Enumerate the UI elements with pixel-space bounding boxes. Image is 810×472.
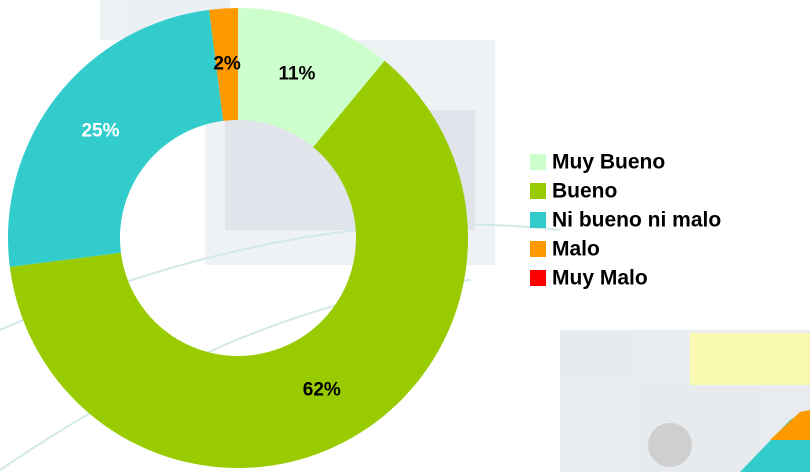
- legend-label: Malo: [552, 238, 600, 261]
- slice-label: 62%: [303, 379, 341, 400]
- legend-label: Ni bueno ni malo: [552, 209, 721, 232]
- decor-box: [690, 333, 810, 385]
- legend-swatch: [530, 241, 546, 257]
- slice-label: 25%: [81, 120, 119, 141]
- decor-pie: [770, 410, 810, 440]
- slice-label: 2%: [213, 53, 241, 74]
- legend-label: Muy Bueno: [552, 151, 665, 174]
- legend-label: Muy Malo: [552, 267, 648, 290]
- slice: [8, 9, 224, 267]
- slice-label: 11%: [278, 63, 315, 84]
- slice: [9, 60, 468, 468]
- legend-swatch: [530, 154, 546, 170]
- legend-swatch: [530, 183, 546, 199]
- legend-swatch: [530, 212, 546, 228]
- legend: Muy Bueno Bueno Ni bueno ni malo Malo Muy Ma…: [530, 151, 721, 290]
- legend-label: Bueno: [552, 180, 617, 203]
- legend-swatch: [530, 270, 546, 286]
- slice: [238, 8, 385, 148]
- donut: 11% 62% 25% 2%: [8, 8, 468, 468]
- slice: [209, 8, 238, 121]
